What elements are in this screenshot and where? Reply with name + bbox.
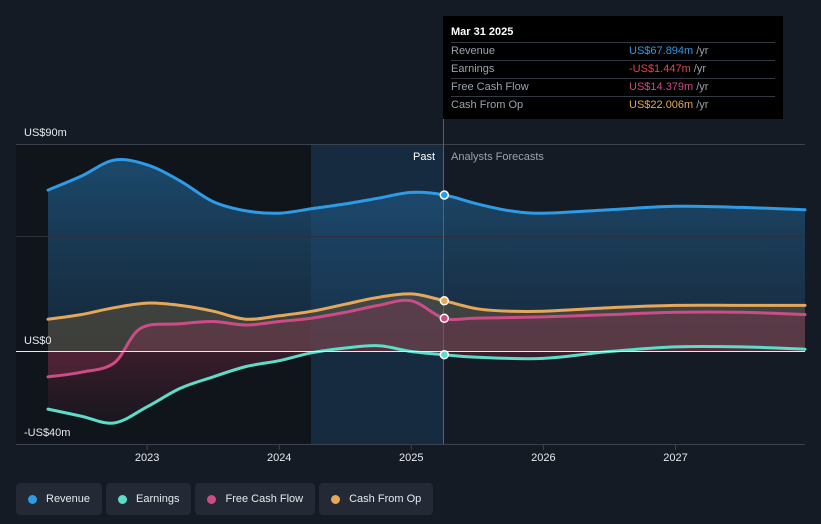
tooltip-value: US$67.894m	[629, 45, 694, 57]
legend-item-free-cash-flow[interactable]: Free Cash Flow	[195, 483, 316, 515]
legend-label: Cash From Op	[349, 493, 422, 505]
forecast-label: Analysts Forecasts	[451, 151, 544, 163]
tooltip-date: Mar 31 2025	[451, 26, 514, 38]
y-label-top: US$90m	[24, 127, 67, 139]
tooltip: Mar 31 2025 Revenue US$67.894m/yr Earnings…	[443, 16, 783, 119]
past-label: Past	[413, 151, 435, 163]
legend: Revenue Earnings Free Cash Flow Cash From O…	[16, 483, 434, 515]
tooltip-row-revenue: Revenue US$67.894m/yr	[451, 42, 775, 60]
legend-dot-icon	[28, 494, 37, 504]
tooltip-label: Revenue	[451, 45, 496, 57]
tooltip-value: US$14.379m	[629, 81, 694, 93]
earnings-marker[interactable]	[439, 349, 450, 360]
tooltip-label: Cash From Op	[451, 99, 524, 111]
free-cash-flow-marker[interactable]	[439, 313, 450, 324]
free-cash-flow-line	[46, 298, 807, 379]
x-tick-label-2023: 2023	[135, 452, 159, 464]
tooltip-label: Free Cash Flow	[451, 81, 529, 93]
legend-dot-icon	[331, 494, 341, 504]
tooltip-unit: /yr	[696, 99, 709, 111]
x-tick-label-2025: 2025	[399, 452, 423, 464]
revenue-area	[48, 159, 805, 352]
tooltip-row-cash-from-op: Cash From Op US$22.006m/yr	[451, 96, 775, 114]
x-tick-label-2026: 2026	[531, 452, 555, 464]
tooltip-unit: /yr	[693, 63, 706, 75]
cash-from-op-line	[46, 292, 807, 321]
tooltip-unit: /yr	[696, 81, 709, 93]
cash-from-op-marker[interactable]	[439, 296, 450, 306]
revenue-line	[46, 158, 807, 215]
legend-label: Earnings	[136, 493, 180, 505]
earnings-area	[48, 345, 805, 424]
revenue-marker[interactable]	[439, 190, 450, 200]
legend-item-revenue[interactable]: Revenue	[16, 483, 103, 515]
y-label-bottom: -US$40m	[24, 427, 70, 439]
legend-item-earnings[interactable]: Earnings	[106, 483, 192, 515]
y-label-zero: US$0	[24, 335, 52, 347]
tooltip-row-free-cash-flow: Free Cash Flow US$14.379m/yr	[451, 78, 775, 96]
legend-label: Revenue	[46, 493, 91, 505]
legend-item-cash-from-op[interactable]: Cash From Op	[319, 483, 434, 515]
free-cash-flow-area	[48, 300, 805, 377]
x-tick-label-2024: 2024	[267, 452, 291, 464]
x-tick-label-2027: 2027	[663, 452, 687, 464]
legend-dot-icon	[118, 494, 128, 504]
tooltip-value: US$22.006m	[629, 99, 694, 111]
legend-dot-icon	[207, 494, 217, 504]
tooltip-value: -US$1.447m	[629, 63, 691, 75]
tooltip-label: Earnings	[451, 63, 495, 75]
tooltip-row-earnings: Earnings -US$1.447m/yr	[451, 60, 775, 78]
tooltip-unit: /yr	[696, 45, 709, 57]
legend-label: Free Cash Flow	[225, 493, 304, 505]
